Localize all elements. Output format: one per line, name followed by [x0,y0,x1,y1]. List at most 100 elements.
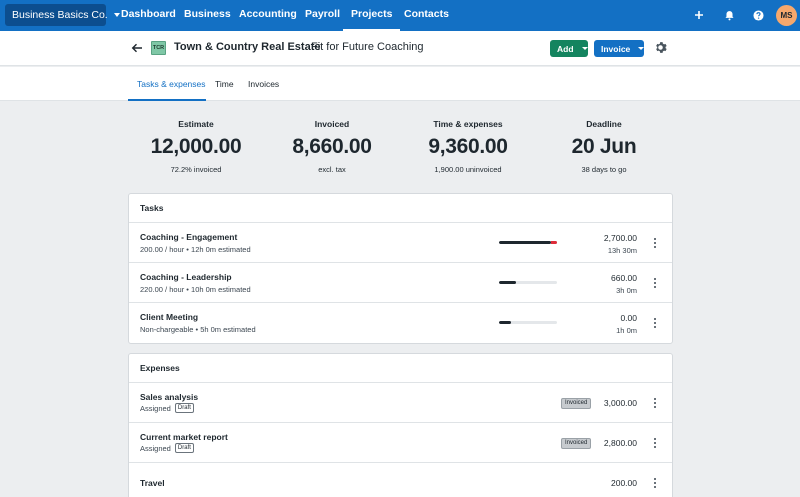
expense-amount: 200.00 [611,478,637,488]
stat-invoiced: Invoiced 8,660.00 excl. tax [257,119,407,174]
stat-time-expenses: Time & expenses 9,360.00 1,900.00 uninvo… [393,119,543,174]
task-progress-fill [499,321,511,324]
expense-amount: 3,000.00 [603,398,637,408]
client-name: Town & Country Real Estate [174,41,321,53]
task-name: Coaching - Engagement [140,232,238,242]
expense-status: Assigned [140,403,171,413]
task-time: 13h 30m [607,246,637,255]
nav-contacts[interactable]: Contacts [404,8,449,20]
org-switcher[interactable]: Business Basics Co. [5,4,120,26]
draft-tag: Draft [174,443,194,453]
separator-dot: • [195,325,199,334]
stat-sub: 1,900.00 uninvoiced [434,165,502,174]
tab-tasks-expenses[interactable]: Tasks & expenses [137,79,206,89]
task-progress-fill [499,241,551,244]
invoiced-badge: Invoiced [561,398,592,409]
task-rate: 200.00 / hour [140,245,185,254]
stat-label: Invoiced [314,119,350,129]
help-icon[interactable] [750,7,766,23]
expense-row[interactable]: Sales analysis Assigned Draft Invoiced 3… [129,383,672,423]
task-overrun-fill [550,241,557,244]
back-arrow-icon[interactable] [130,41,144,55]
nav-payroll[interactable]: Payroll [305,8,341,20]
top-nav: Business Basics Co. Dashboard Business A… [0,0,800,31]
stat-value: 8,660.00 [292,135,372,158]
draft-tag: Draft [174,403,194,413]
active-tab-indicator [128,99,206,101]
task-row[interactable]: Client Meeting Non-chargeable • 5h 0m es… [129,303,672,343]
task-progress-bar [499,321,557,324]
separator-dot: • [186,285,189,294]
client-logo: TCR [151,41,166,55]
chevron-down-icon [638,47,645,50]
expense-row[interactable]: Current market report Assigned Draft Inv… [129,423,672,463]
tab-invoices[interactable]: Invoices [248,79,280,89]
task-amount: 2,700.00 [603,233,637,243]
tab-bar: Tasks & expenses Time Invoices [0,67,800,101]
task-details: 200.00 / hour • 12h 0m estimated [140,245,251,254]
add-button-label: Add [557,43,574,54]
task-progress-bar [499,281,557,284]
expense-details: Assigned Draft [140,403,194,413]
chevron-down-icon [581,47,588,50]
task-name: Coaching - Leadership [140,272,232,282]
task-estimate: 12h 0m estimated [191,245,251,254]
expense-name: Current market report [140,432,228,442]
stat-value: 20 Jun [571,135,637,158]
task-details: Non-chargeable • 5h 0m estimated [140,325,256,334]
stat-sub: excl. tax [318,165,346,174]
task-estimate: 5h 0m estimated [200,325,256,334]
more-options-icon[interactable] [652,397,658,409]
tasks-title: Tasks [129,194,672,223]
more-options-icon[interactable] [652,237,658,249]
nav-accounting[interactable]: Accounting [239,8,297,20]
bell-icon[interactable] [721,7,737,23]
task-time: 1h 0m [616,326,637,335]
more-options-icon[interactable] [652,477,658,489]
nav-projects[interactable]: Projects [343,0,401,31]
expense-status: Assigned [140,443,171,453]
project-header: TCR Town & Country Real Estate Fit for F… [0,31,800,66]
plus-icon[interactable] [691,7,707,23]
stat-label: Time & expenses [433,119,503,129]
nav-business[interactable]: Business [184,8,231,20]
task-rate: 220.00 / hour [140,285,185,294]
expense-details: Assigned Draft [140,443,194,453]
invoiced-badge: Invoiced [561,438,592,449]
separator-dot: • [186,245,189,254]
gear-icon[interactable] [654,41,668,55]
more-options-icon[interactable] [652,317,658,329]
project-name: Fit for Future Coaching [311,41,424,53]
invoice-button[interactable]: Invoice [594,40,645,57]
chevron-down-icon [113,13,120,17]
task-name: Client Meeting [140,312,199,322]
expenses-card: Expenses Sales analysis Assigned Draft I… [128,353,673,497]
stat-sub: 72.2% invoiced [170,165,222,174]
avatar[interactable]: MS [776,5,797,26]
invoice-button-label: Invoice [601,43,631,54]
stat-value: 9,360.00 [428,135,508,158]
expense-amount: 2,800.00 [603,438,637,448]
org-name: Business Basics Co. [12,9,108,21]
stat-sub: 38 days to go [581,165,627,174]
expense-name: Sales analysis [140,392,199,402]
task-row[interactable]: Coaching - Engagement 200.00 / hour • 12… [129,223,672,263]
task-estimate: 10h 0m estimated [191,285,251,294]
nav-dashboard[interactable]: Dashboard [121,8,176,20]
stat-deadline: Deadline 20 Jun 38 days to go [529,119,679,174]
stat-estimate: Estimate 12,000.00 72.2% invoiced [121,119,271,174]
task-time: 3h 0m [616,286,637,295]
task-progress-bar [499,241,557,244]
tab-time[interactable]: Time [215,79,234,89]
task-progress-fill [499,281,517,284]
task-details: 220.00 / hour • 10h 0m estimated [140,285,251,294]
stat-label: Estimate [178,119,214,129]
task-row[interactable]: Coaching - Leadership 220.00 / hour • 10… [129,263,672,303]
more-options-icon[interactable] [652,277,658,289]
task-amount: 660.00 [611,273,637,283]
add-button[interactable]: Add [550,40,588,57]
stat-value: 12,000.00 [150,135,242,158]
expense-row[interactable]: Travel 200.00 [129,463,672,497]
more-options-icon[interactable] [652,437,658,449]
stat-label: Deadline [586,119,622,129]
